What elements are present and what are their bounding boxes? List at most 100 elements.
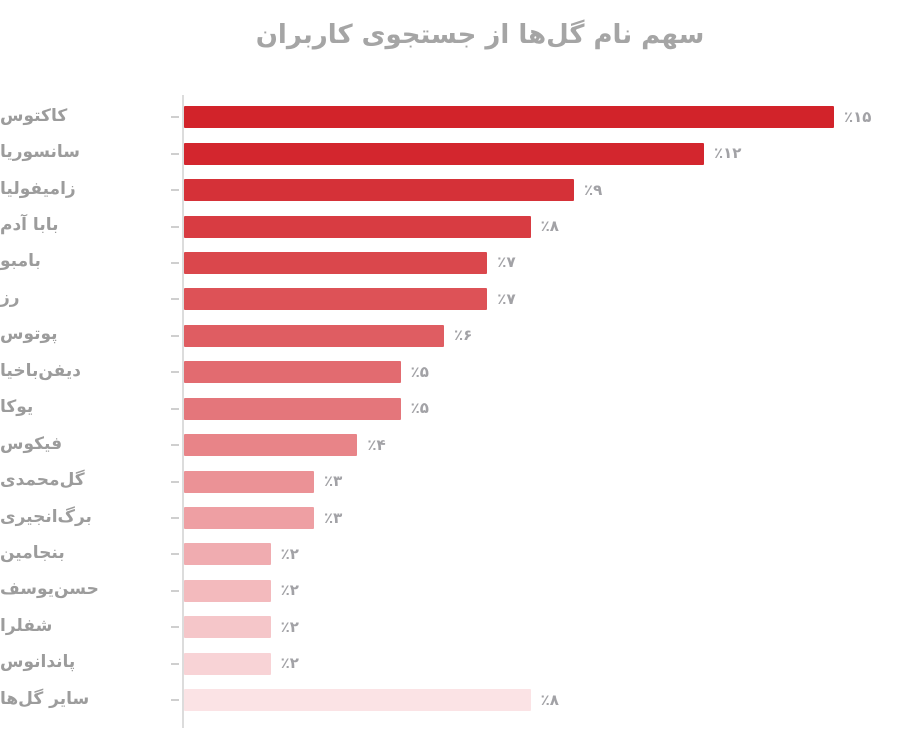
bar-area: ٪۱۵ <box>180 106 900 129</box>
bar-area: ٪۳ <box>180 507 900 530</box>
category-label: کاکتوس <box>0 105 68 126</box>
bar <box>184 324 444 347</box>
tick-mark <box>171 371 179 374</box>
category-label: بابا آدم <box>0 215 59 236</box>
bar-row: بابا آدم ٪۸ <box>0 208 900 244</box>
bar-area: ٪۱۲ <box>180 142 900 165</box>
value-label: ٪۸ <box>540 690 559 709</box>
value-label: ٪۷ <box>497 289 516 308</box>
tick-wrap <box>166 261 180 264</box>
bar-row: برگ‌انجیری ٪۳ <box>0 500 900 536</box>
bar <box>184 652 271 675</box>
value-label: ٪۶ <box>453 326 473 345</box>
tick-mark <box>171 298 179 301</box>
bar-row: رز ٪۷ <box>0 281 900 317</box>
category-label: شفلرا <box>0 615 53 636</box>
tick-mark <box>171 662 179 665</box>
tick-mark <box>171 407 179 410</box>
tick-wrap <box>166 189 180 192</box>
bar <box>184 179 574 202</box>
value-label: ٪۳ <box>323 508 343 527</box>
tick-wrap <box>166 480 180 483</box>
category-label: بامبو <box>0 251 41 272</box>
y-axis-line <box>182 95 184 728</box>
tick-wrap <box>166 553 180 556</box>
value-label: ٪۳ <box>323 472 343 491</box>
bar-row: بامبو ٪۷ <box>0 245 900 281</box>
bar-area: ٪۸ <box>180 215 900 238</box>
value-label: ٪۷ <box>497 253 516 272</box>
bar-area: ٪۵ <box>180 361 900 384</box>
bar <box>184 215 531 238</box>
bar <box>184 579 271 602</box>
category-label: بنجامین <box>0 542 65 563</box>
tick-wrap <box>166 334 180 337</box>
tick-wrap <box>166 298 180 301</box>
tick-wrap <box>166 444 180 447</box>
bar-area: ٪۲ <box>180 652 900 675</box>
category-label: پوتوس <box>0 324 58 345</box>
tick-mark <box>171 334 179 337</box>
tick-wrap <box>166 699 180 702</box>
bar-area: ٪۶ <box>180 324 900 347</box>
bar-row: یوکا ٪۵ <box>0 391 900 427</box>
bar-area: ٪۸ <box>180 689 900 712</box>
tick-wrap <box>166 517 180 520</box>
chart-rows: کاکتوس ٪۱۵ سانسوریا ٪۱۲ زامیفولیا ٪۹ بابا آدم ٪… <box>0 99 900 718</box>
value-label: ٪۹ <box>583 180 603 199</box>
bar-area: ٪۷ <box>180 288 900 311</box>
tick-wrap <box>166 116 180 119</box>
bar <box>184 142 704 165</box>
category-label: رز <box>0 287 20 308</box>
bar-row: زامیفولیا ٪۹ <box>0 172 900 208</box>
tick-wrap <box>166 662 180 665</box>
tick-wrap <box>166 152 180 155</box>
bar-row: پوتوس ٪۶ <box>0 318 900 354</box>
bar-area: ٪۷ <box>180 251 900 274</box>
bar-row: بنجامین ٪۲ <box>0 536 900 572</box>
bar <box>184 689 531 712</box>
bar-row: سانسوریا ٪۱۲ <box>0 135 900 171</box>
category-label: یوکا <box>0 397 34 418</box>
value-label: ٪۵ <box>410 362 429 381</box>
tick-mark <box>171 517 179 520</box>
tick-mark <box>171 189 179 192</box>
category-label: فیکوس <box>0 433 63 454</box>
bar <box>184 543 271 566</box>
chart-title: سهم نام گل‌ها از جستجوی کاربران <box>255 20 705 50</box>
tick-wrap <box>166 225 180 228</box>
bar-row: فیکوس ٪۴ <box>0 427 900 463</box>
value-label: ٪۱۵ <box>843 107 872 126</box>
tick-mark <box>171 152 179 155</box>
value-label: ٪۴ <box>367 435 386 454</box>
value-label: ٪۲ <box>280 654 299 673</box>
value-label: ٪۸ <box>540 217 559 236</box>
tick-mark <box>171 116 179 119</box>
bar <box>184 616 271 639</box>
tick-wrap <box>166 371 180 374</box>
bar-area: ٪۹ <box>180 179 900 202</box>
tick-mark <box>171 480 179 483</box>
tick-wrap <box>166 407 180 410</box>
tick-mark <box>171 699 179 702</box>
value-label: ٪۱۲ <box>713 144 742 163</box>
tick-mark <box>171 225 179 228</box>
bar-row: حسن‌یوسف ٪۲ <box>0 573 900 609</box>
category-label: پاندانوس <box>0 652 76 673</box>
bar-area: ٪۲ <box>180 543 900 566</box>
bar-row: دیفن‌باخیا ٪۵ <box>0 354 900 390</box>
value-label: ٪۲ <box>280 544 299 563</box>
tick-mark <box>171 626 179 629</box>
value-label: ٪۵ <box>410 399 429 418</box>
category-label: دیفن‌باخیا <box>0 360 81 381</box>
bar <box>184 470 314 493</box>
category-label: زامیفولیا <box>0 178 76 199</box>
bar <box>184 361 401 384</box>
bar <box>184 397 401 420</box>
bar-area: ٪۴ <box>180 434 900 457</box>
bar <box>184 288 488 311</box>
value-label: ٪۲ <box>280 617 299 636</box>
bar-area: ٪۲ <box>180 579 900 602</box>
bar <box>184 507 314 530</box>
